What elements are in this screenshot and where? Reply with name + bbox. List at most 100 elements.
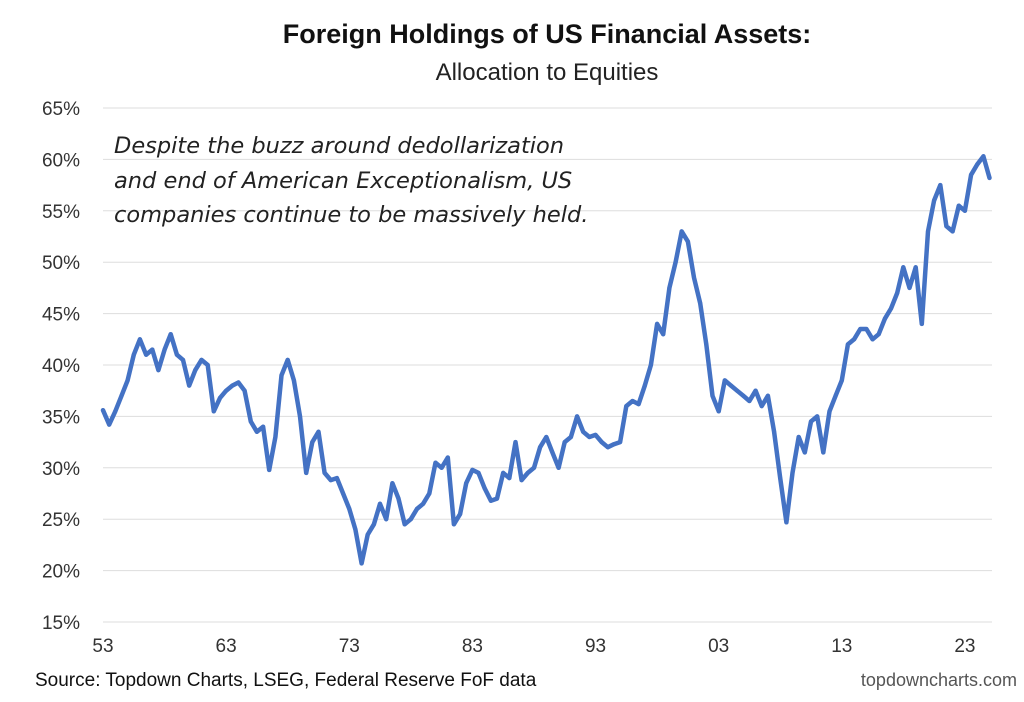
annotation-line-1: Despite the buzz around dedollarization (114, 133, 564, 159)
data-point (673, 260, 678, 265)
data-point (174, 352, 179, 357)
data-point (864, 327, 869, 331)
brand-link[interactable]: topdowncharts.com (861, 670, 1017, 690)
data-point (199, 357, 204, 362)
y-tick-label: 40% (42, 356, 80, 377)
data-point (981, 154, 986, 159)
chart-title: Foreign Holdings of US Financial Assets: (283, 19, 812, 49)
data-point (476, 470, 481, 475)
data-point (852, 337, 857, 342)
data-point (759, 404, 764, 409)
y-tick-label: 55% (42, 202, 80, 223)
chart-subtitle: Allocation to Equities (436, 59, 659, 86)
data-point (482, 486, 487, 491)
data-point (605, 445, 610, 450)
data-point (753, 388, 758, 393)
data-point (729, 383, 733, 388)
data-point (365, 532, 370, 537)
data-point (378, 501, 382, 506)
data-point (248, 419, 253, 424)
data-point (618, 440, 623, 445)
data-point (532, 465, 536, 470)
data-point (507, 476, 512, 481)
data-point (772, 429, 777, 434)
data-point (858, 327, 863, 331)
data-point (636, 402, 641, 407)
data-point (784, 520, 789, 525)
data-point (845, 342, 850, 347)
x-tick-label: 23 (954, 636, 975, 657)
data-point (710, 393, 715, 398)
y-tick-label: 45% (42, 305, 80, 326)
data-point (679, 229, 684, 234)
y-tick-label: 65% (42, 99, 80, 120)
data-point (550, 450, 555, 455)
data-point (501, 470, 506, 475)
x-axis: 53 63 73 83 93 03 13 23 (92, 636, 975, 657)
data-point (661, 332, 666, 337)
y-tick-label: 20% (42, 562, 80, 583)
data-point (944, 224, 949, 229)
data-point (870, 337, 875, 342)
data-point (833, 393, 838, 398)
data-point (273, 435, 278, 439)
data-point (901, 265, 906, 270)
data-point (408, 517, 413, 522)
data-point (882, 316, 887, 321)
data-point (741, 393, 746, 398)
data-point (451, 522, 456, 527)
y-tick-label: 35% (42, 407, 80, 428)
data-point (630, 399, 635, 403)
data-point (230, 383, 235, 388)
data-point (932, 198, 937, 203)
data-point (950, 229, 955, 234)
data-points (101, 154, 992, 566)
data-point (538, 445, 543, 450)
data-point (205, 363, 210, 367)
data-point (285, 357, 290, 362)
y-tick-label: 15% (42, 613, 80, 634)
data-point (131, 352, 136, 357)
data-point (125, 378, 130, 383)
data-point (488, 498, 493, 503)
annotation-line-3: companies continue to be massively held. (114, 202, 588, 228)
data-point (211, 409, 216, 414)
data-point (156, 368, 161, 373)
data-point (525, 470, 530, 475)
data-point (193, 368, 198, 373)
data-point (415, 506, 419, 511)
data-point (556, 465, 561, 470)
data-point (101, 408, 105, 413)
data-point (150, 347, 155, 352)
source-note: Source: Topdown Charts, LSEG, Federal Re… (35, 670, 537, 691)
x-tick-label: 53 (92, 636, 113, 657)
data-point (692, 275, 696, 280)
data-point (562, 440, 567, 445)
data-point (513, 440, 518, 445)
data-point (907, 285, 912, 290)
data-point (470, 467, 475, 472)
data-point (261, 424, 266, 429)
data-point (796, 435, 801, 439)
data-point (587, 435, 592, 439)
data-point (322, 470, 327, 475)
data-point (396, 496, 401, 501)
data-point (975, 162, 980, 167)
data-point (144, 352, 149, 357)
data-point (218, 395, 222, 400)
x-tick-label: 83 (462, 636, 483, 657)
data-point (162, 347, 167, 352)
data-point (421, 501, 426, 506)
x-tick-label: 93 (585, 636, 606, 657)
data-point (655, 321, 660, 326)
data-point (254, 429, 259, 434)
data-point (827, 409, 832, 414)
x-tick-label: 13 (831, 636, 852, 657)
data-point (667, 285, 672, 290)
data-point (747, 399, 752, 403)
data-point (815, 414, 820, 419)
data-point (987, 175, 992, 180)
data-point (575, 414, 580, 419)
data-point (913, 265, 918, 270)
data-point (568, 435, 573, 439)
